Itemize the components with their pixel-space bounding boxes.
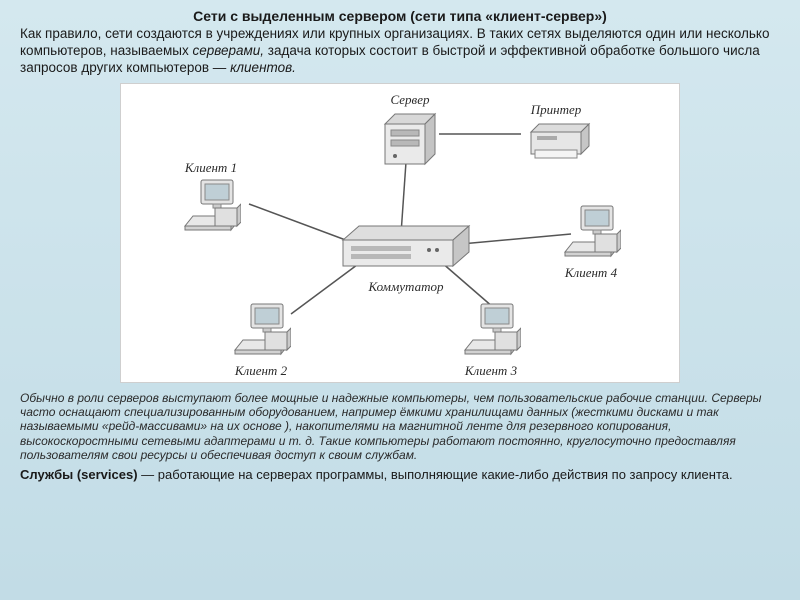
label-client2: Клиент 2 (231, 363, 291, 379)
intro-paragraph: Как правило, сети создаются в учреждения… (20, 26, 780, 77)
services-paragraph: Службы (services) — работающие на сервер… (20, 467, 780, 483)
network-diagram: Сервер Принтер (120, 83, 680, 383)
intro-term-servers: серверами, (192, 43, 264, 58)
node-client2: Клиент 2 (231, 302, 291, 379)
label-client3: Клиент 3 (461, 363, 521, 379)
services-term: Службы (services) (20, 467, 138, 482)
pc-icon (461, 302, 521, 358)
pc-icon (181, 178, 241, 234)
switch-icon (341, 224, 471, 274)
node-server: Сервер (381, 92, 439, 171)
label-switch: Коммутатор (341, 279, 471, 295)
node-client4: Клиент 4 (561, 204, 621, 281)
intro-term-clients: клиентов. (230, 60, 296, 75)
node-client1: Клиент 1 (181, 160, 241, 237)
label-client4: Клиент 4 (561, 265, 621, 281)
node-switch: Коммутатор (341, 224, 471, 295)
server-note-paragraph: Обычно в роли серверов выступают более м… (20, 391, 780, 463)
label-server: Сервер (381, 92, 439, 108)
diagram-container: Сервер Принтер (20, 83, 780, 383)
printer-icon (521, 120, 591, 166)
node-printer: Принтер (521, 102, 591, 169)
node-client3: Клиент 3 (461, 302, 521, 379)
page-title: Сети с выделенным сервером (сети типа «к… (20, 8, 780, 24)
pc-icon (231, 302, 291, 358)
label-printer: Принтер (521, 102, 591, 118)
pc-icon (561, 204, 621, 260)
server-icon (381, 110, 439, 168)
label-client1: Клиент 1 (181, 160, 241, 176)
services-definition: — работающие на серверах программы, выпо… (138, 467, 733, 482)
